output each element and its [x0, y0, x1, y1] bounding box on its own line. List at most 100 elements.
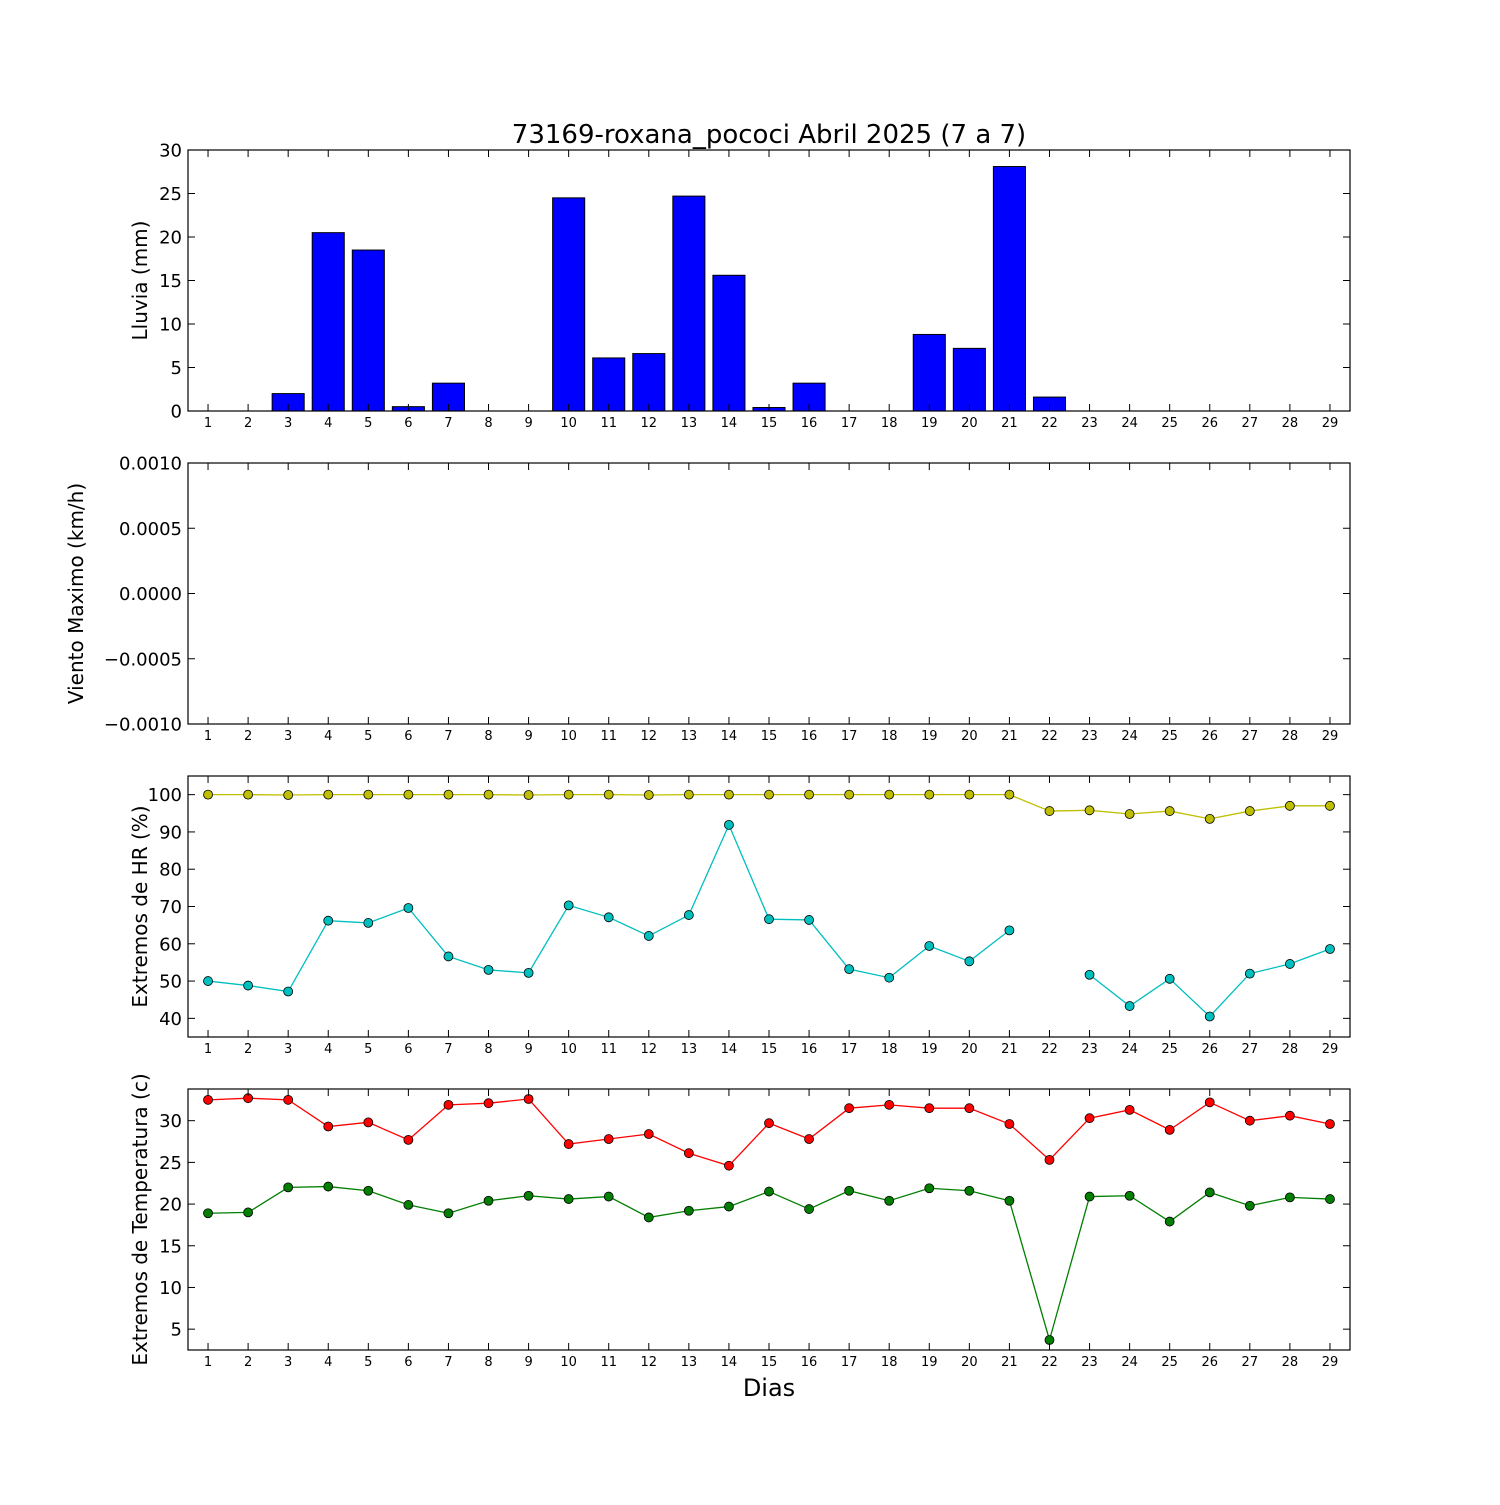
x-tick-label: 22 — [1041, 729, 1058, 744]
temperature-series-1-point — [323, 1121, 334, 1132]
temperature-series-1-point — [1204, 1097, 1215, 1108]
temperature-series-1-point — [844, 1103, 855, 1114]
x-tick-label: 7 — [444, 1355, 452, 1370]
temperature-series-2-point — [283, 1182, 294, 1193]
humidity-series-1-point — [563, 789, 574, 800]
temperature-series-1-point — [1244, 1115, 1255, 1126]
temperature-series-2-line — [208, 1185, 1330, 1343]
rain-bar — [632, 353, 666, 412]
temperature-series-2-point — [243, 1207, 254, 1218]
x-tick-label: 18 — [881, 416, 898, 431]
temperature-series-2-point — [724, 1201, 734, 1212]
x-tick-label: 18 — [881, 1042, 898, 1057]
humidity-series-1-point — [964, 789, 975, 800]
x-tick-label: 5 — [364, 729, 372, 744]
x-tick-label: 5 — [364, 416, 372, 431]
humidity-series-1-point — [683, 789, 694, 800]
x-tick-label: 28 — [1282, 1042, 1299, 1057]
humidity-series-1-point — [724, 789, 734, 800]
x-tick-label: 24 — [1121, 1042, 1138, 1057]
x-tick-label: 27 — [1242, 416, 1259, 431]
temperature-series-1-point — [1325, 1119, 1335, 1129]
y-tick-label: 30 — [159, 141, 182, 162]
x-tick-label: 13 — [681, 1042, 698, 1057]
temperature-series-2-point — [764, 1186, 774, 1197]
temperature-series-2-point — [363, 1185, 374, 1196]
temperature-series-2-point — [443, 1208, 454, 1219]
x-tick-label: 17 — [841, 1042, 858, 1057]
temperature-series-1-point — [884, 1099, 895, 1110]
rain-bar — [672, 195, 706, 412]
temperature-series-1-point — [1124, 1104, 1135, 1115]
x-tick-label: 15 — [761, 1355, 778, 1370]
x-tick-label: 19 — [921, 1355, 938, 1370]
x-tick-label: 22 — [1041, 1042, 1058, 1057]
x-tick-label: 16 — [801, 1042, 818, 1057]
x-tick-label: 8 — [484, 416, 492, 431]
rain-bar — [712, 274, 746, 412]
x-tick-label: 20 — [961, 729, 978, 744]
x-tick-label: 3 — [284, 729, 292, 744]
temperature-series-1-point — [483, 1098, 494, 1109]
wind-axes-frame — [187, 462, 1351, 725]
temperature-series-1-point — [603, 1134, 614, 1144]
humidity-series-2-point — [443, 951, 454, 962]
temperature-series-2-point — [1084, 1191, 1095, 1202]
humidity-series-1-point — [363, 789, 374, 800]
y-tick-label: 0.0010 — [119, 454, 182, 475]
y-tick-label: 60 — [159, 934, 182, 955]
x-tick-label: 24 — [1121, 416, 1138, 431]
humidity-series-1-point — [203, 789, 213, 800]
humidity-series-2-point — [1164, 973, 1175, 984]
x-tick-label: 10 — [560, 729, 577, 744]
y-tick-label: 90 — [159, 822, 182, 843]
y-tick-label: 100 — [148, 785, 182, 806]
x-tick-label: 29 — [1322, 1042, 1339, 1057]
x-tick-label: 9 — [524, 1042, 532, 1057]
x-tick-label: 21 — [1001, 1042, 1018, 1057]
humidity-series-2-point — [804, 915, 814, 925]
x-tick-label: 7 — [444, 1042, 452, 1057]
x-tick-label: 14 — [721, 416, 738, 431]
temperature-series-1-point — [403, 1134, 414, 1145]
y-tick-label: −0.0005 — [104, 649, 182, 670]
x-tick-label: 11 — [600, 729, 617, 744]
x-tick-label: 18 — [881, 729, 898, 744]
humidity-series-2-point — [1244, 968, 1255, 979]
y-tick-label: 25 — [159, 184, 182, 205]
y-tick-label: 0 — [171, 402, 182, 423]
temperature-series-2-point — [1004, 1195, 1015, 1206]
y-tick-label: 0.0005 — [119, 519, 182, 540]
y-tick-label: 70 — [159, 897, 182, 918]
x-tick-label: 26 — [1201, 729, 1218, 744]
humidity-series-2-point — [683, 910, 694, 920]
humidity-series-1-point — [1204, 813, 1215, 824]
temperature-series-2-point — [1204, 1187, 1215, 1198]
x-tick-label: 24 — [1121, 1355, 1138, 1370]
x-tick-label: 19 — [921, 729, 938, 744]
humidity-series-1-point — [523, 790, 534, 800]
x-tick-label: 23 — [1081, 1042, 1098, 1057]
x-tick-label: 28 — [1282, 416, 1299, 431]
x-tick-label: 22 — [1041, 1355, 1058, 1370]
humidity-series-2-point — [1084, 969, 1095, 980]
temperature-series-2-point — [523, 1190, 534, 1201]
temperature-series-1-point — [283, 1094, 294, 1105]
x-tick-label: 2 — [244, 416, 252, 431]
y-tick-label: 5 — [171, 358, 182, 379]
x-tick-label: 10 — [560, 416, 577, 431]
x-tick-label: 12 — [641, 729, 658, 744]
x-tick-label: 12 — [641, 1042, 658, 1057]
chart-title: 73169-roxana_pococi Abril 2025 (7 a 7) — [512, 120, 1026, 150]
x-tick-label: 28 — [1282, 1355, 1299, 1370]
x-tick-label: 1 — [204, 1355, 212, 1370]
x-tick-label: 18 — [881, 1355, 898, 1370]
x-tick-label: 3 — [284, 1355, 292, 1370]
y-tick-label: 80 — [159, 860, 182, 881]
x-tick-label: 11 — [600, 1355, 617, 1370]
x-tick-label: 21 — [1001, 729, 1018, 744]
humidity-series-2-point — [323, 915, 334, 926]
